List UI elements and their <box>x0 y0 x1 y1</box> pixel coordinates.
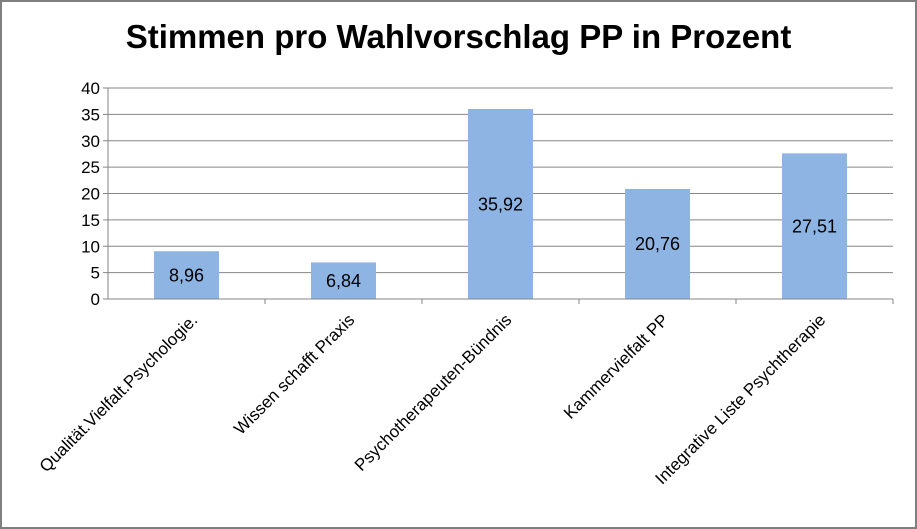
y-tick-label: 30 <box>81 132 100 151</box>
chart-title: Stimmen pro Wahlvorschlag PP in Prozent <box>125 18 792 55</box>
y-tick-label: 40 <box>81 79 100 98</box>
y-tick-label: 5 <box>91 264 100 283</box>
bar <box>625 188 690 300</box>
bar <box>782 153 847 300</box>
bar <box>311 262 376 300</box>
y-tick-label: 35 <box>81 105 100 124</box>
data-label: 27,51 <box>792 216 837 236</box>
data-label: 20,76 <box>635 234 680 254</box>
data-label: 6,84 <box>326 271 361 291</box>
data-label: 8,96 <box>169 265 204 285</box>
category-label: Psychotherapeuten-Bündnis <box>351 310 515 474</box>
bar <box>468 109 533 300</box>
y-tick-label: 20 <box>81 185 100 204</box>
category-label: Integrative Liste Psychtherapie <box>652 310 830 488</box>
y-tick-label: 10 <box>81 237 100 256</box>
category-label: Wissen schafft Praxis <box>230 310 358 438</box>
y-tick-label: 25 <box>81 158 100 177</box>
y-tick-label: 15 <box>81 211 100 230</box>
y-tick-label: 0 <box>91 290 100 309</box>
data-label: 35,92 <box>478 194 523 214</box>
category-label: Qualität.Vielfalt.Psychologie. <box>36 310 202 476</box>
category-label: Kammervielfalt PP <box>560 310 672 422</box>
